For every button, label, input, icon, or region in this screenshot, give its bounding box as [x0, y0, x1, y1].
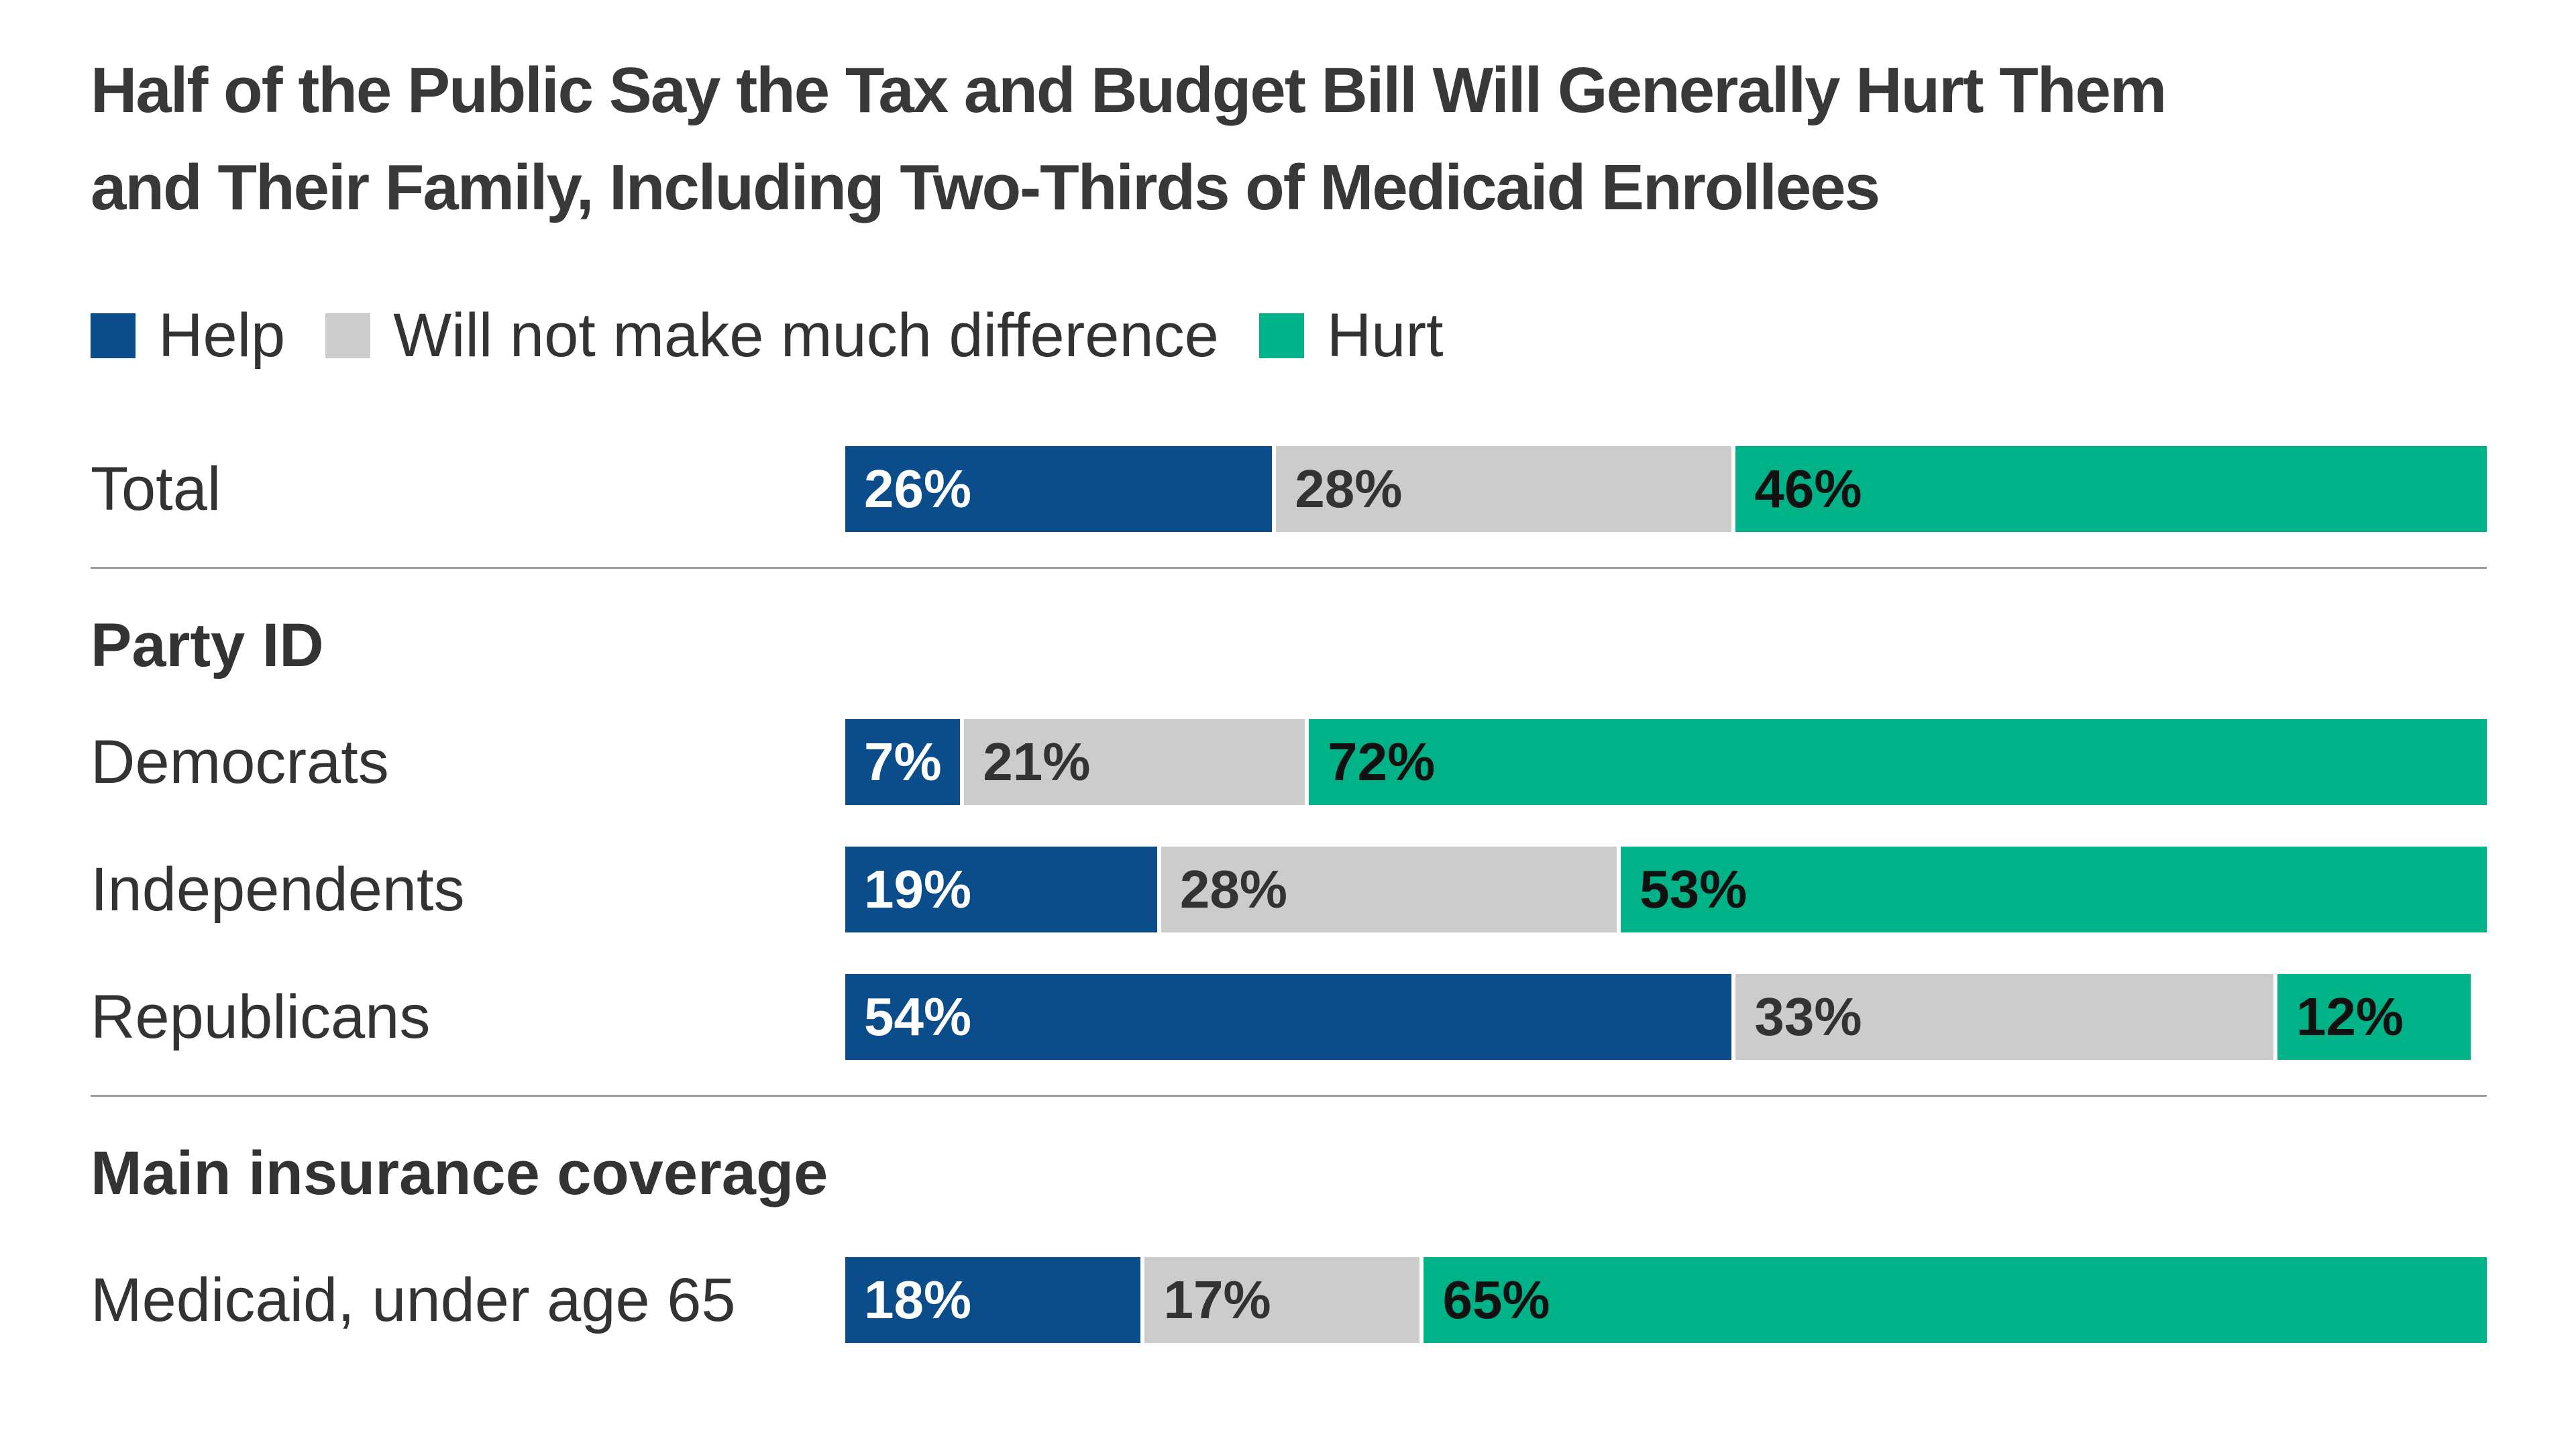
row-label-republicans: Republicans [91, 982, 431, 1051]
legend-swatch-hurt-icon [1258, 313, 1304, 358]
segment-help: 54% [845, 974, 1732, 1060]
legend-item-help: Help [91, 301, 285, 371]
value-label: 17% [1163, 1270, 1271, 1330]
row-label-medicaid-under-age-65: Medicaid, under age 65 [91, 1265, 736, 1334]
value-label: 53% [1640, 859, 1748, 919]
value-label: 72% [1328, 732, 1436, 792]
section-divider [91, 567, 2487, 569]
segment-help: 7% [845, 719, 961, 805]
value-label: 12% [2296, 987, 2404, 1046]
segment-no-difference: 33% [1731, 974, 2273, 1060]
value-label: 46% [1754, 459, 1862, 519]
segment-help: 26% [845, 446, 1273, 532]
chart: Total 26% 28% 46% Party ID Democrats 7% 21% 72% I… [91, 446, 2487, 1343]
bar-total: 26% 28% 46% [845, 446, 2487, 532]
legend-label-help: Help [158, 301, 286, 370]
value-label: 18% [864, 1270, 972, 1330]
segment-no-difference: 21% [960, 719, 1305, 805]
section-header-main-insurance-coverage: Main insurance coverage [91, 1139, 828, 1208]
value-label: 21% [983, 732, 1091, 792]
chart-title-line-1: Half of the Public Say the Tax and Budge… [91, 54, 2167, 126]
segment-no-difference: 28% [1157, 847, 1617, 932]
value-label: 65% [1442, 1270, 1550, 1330]
row-label-democrats: Democrats [91, 727, 389, 796]
segment-hurt: 46% [1731, 446, 2487, 532]
legend: Help Will not make much difference Hurt [91, 301, 2487, 371]
segment-hurt: 72% [1305, 719, 2487, 805]
bar-democrats: 7% 21% 72% [845, 719, 2487, 805]
segment-hurt: 53% [1617, 847, 2487, 932]
segment-no-difference: 28% [1272, 446, 1732, 532]
row-total: Total 26% 28% 46% [91, 446, 2487, 532]
legend-item-hurt: Hurt [1258, 301, 1444, 371]
segment-hurt: 65% [1419, 1257, 2487, 1343]
legend-swatch-help-icon [91, 313, 136, 358]
row-independents: Independents 19% 28% 53% [91, 847, 2487, 932]
chart-title-line-2: and Their Family, Including Two-Thirds o… [91, 152, 1880, 223]
row-label-independents: Independents [91, 855, 465, 924]
value-label: 19% [864, 859, 972, 919]
bar-republicans: 54% 33% 12% [845, 974, 2487, 1060]
value-label: 7% [864, 732, 942, 792]
value-label: 54% [864, 987, 972, 1046]
segment-help: 18% [845, 1257, 1141, 1343]
value-label: 33% [1754, 987, 1862, 1046]
segment-no-difference: 17% [1140, 1257, 1420, 1343]
section-divider [91, 1095, 2487, 1097]
row-label-total: Total [91, 454, 221, 523]
row-republicans: Republicans 54% 33% 12% [91, 974, 2487, 1060]
section-header-party-id: Party ID [91, 611, 324, 680]
value-label: 28% [1295, 459, 1403, 519]
bar-medicaid-under-age-65: 18% 17% 65% [845, 1257, 2487, 1343]
legend-item-no-difference: Will not make much difference [325, 301, 1219, 371]
legend-swatch-no-difference-icon [325, 313, 371, 358]
chart-title: Half of the Public Say the Tax and Budge… [91, 42, 2487, 236]
segment-help: 19% [845, 847, 1157, 932]
legend-label-hurt: Hurt [1326, 301, 1444, 370]
row-medicaid-under-age-65: Medicaid, under age 65 18% 17% 65% [91, 1257, 2487, 1343]
value-label: 28% [1179, 859, 1288, 919]
row-democrats: Democrats 7% 21% 72% [91, 719, 2487, 805]
segment-hurt: 12% [2273, 974, 2471, 1060]
value-label: 26% [864, 459, 972, 519]
legend-label-no-difference: Will not make much difference [393, 301, 1219, 370]
bar-independents: 19% 28% 53% [845, 847, 2487, 932]
